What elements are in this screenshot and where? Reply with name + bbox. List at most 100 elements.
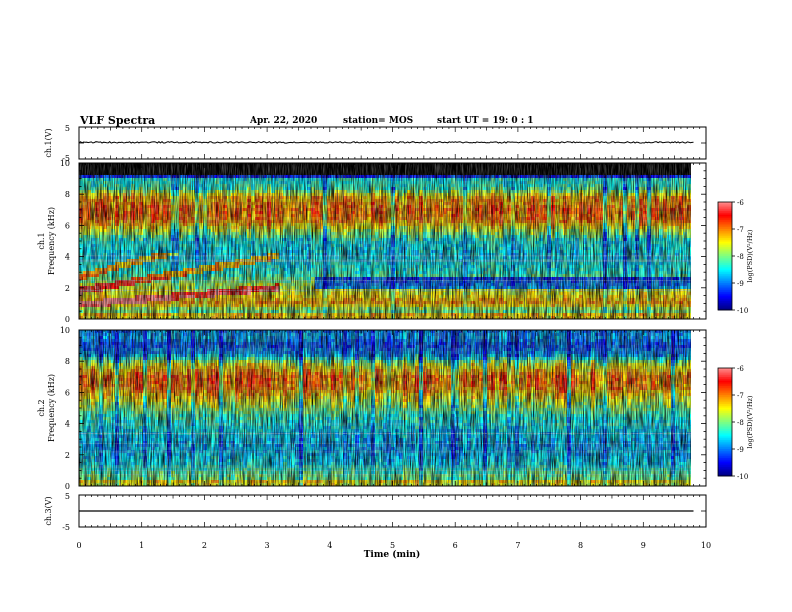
- ch1-colorbar-tick-label: -8: [737, 253, 744, 261]
- ch1-colorbar-swatch: [718, 283, 732, 286]
- ch1-ytick-bottom: -5: [62, 154, 70, 163]
- ch3-waveform-panel: 5 -5 ch.3(V) 0 1 2 3 4 5 6 7 8 9 10 Time (min): [44, 492, 711, 560]
- ch2-colorbar-swatch: [718, 474, 732, 477]
- time-tick-label: 0: [76, 541, 81, 550]
- ch2-colorbar-swatch: [718, 377, 732, 380]
- ch1-colorbar-swatch: [718, 290, 732, 293]
- ch1-colorbar-swatch: [718, 286, 732, 289]
- ch1-colorbar-swatch: [718, 202, 732, 205]
- ch1-colorbar-swatch: [718, 254, 732, 257]
- ch2-colorbar-swatch: [718, 463, 732, 466]
- ch2-colorbar-swatch: [718, 443, 732, 446]
- ch2-colorbar-swatch: [718, 396, 732, 399]
- ch1-colorbar-tick-label: -9: [737, 280, 744, 288]
- station-label: station= MOS: [343, 116, 413, 126]
- ch1-colorbar-swatch: [718, 241, 732, 244]
- ch2-colorbar-swatch: [718, 382, 732, 385]
- ch1-spec-ytick-label: 4: [65, 253, 70, 262]
- time-tick-label: 10: [701, 541, 711, 550]
- ch1-colorbar-swatch: [718, 295, 732, 298]
- ch2-colorbar-swatch: [718, 416, 732, 419]
- ch2-colorbar-swatch: [718, 368, 732, 371]
- ch2-spec-ytick-label: 4: [65, 420, 70, 429]
- ch2-colorbar-swatch: [718, 407, 732, 410]
- ch2-colorbar-swatch: [718, 371, 732, 374]
- ch2-colorbar-swatch: [718, 438, 732, 441]
- ch2-colorbar-swatch: [718, 380, 732, 383]
- ch2-colorbar-swatch: [718, 405, 732, 408]
- time-axis-label: Time (min): [364, 549, 421, 560]
- ch1-spec-ytick-label: 10: [60, 159, 70, 168]
- ch2-colorbar-swatch: [718, 465, 732, 468]
- ch2-colorbar-swatch: [718, 470, 732, 473]
- ch2-spec-ytick-label: 8: [65, 357, 70, 366]
- ch2-colorbar-swatch: [718, 400, 732, 403]
- ch1-spec-ytick-label: 0: [65, 315, 70, 324]
- ch2-colorbar-swatch: [718, 391, 732, 394]
- ch1-colorbar-swatch: [718, 265, 732, 268]
- ch1-colorbar-swatch: [718, 274, 732, 277]
- ch2-colorbar-swatch: [718, 418, 732, 421]
- ch1-colorbar-swatch: [718, 252, 732, 255]
- ch2-colorbar-swatch: [718, 458, 732, 461]
- ch2-spec-ytick-label: 0: [65, 482, 70, 491]
- ch1-colorbar: -6 -7 -8 -9 -10 log(PSD)(V²/Hz): [717, 199, 754, 315]
- ch2-colorbar-swatch: [718, 427, 732, 430]
- ch2-colorbar-swatch: [718, 447, 732, 450]
- ch1-colorbar-swatch: [718, 293, 732, 296]
- ch2-colorbar-tick-label: -6: [737, 365, 744, 373]
- ch2-colorbar-swatch: [718, 387, 732, 390]
- ch2-colorbar-label: log(PSD)(V²/Hz): [746, 395, 754, 448]
- ch2-colorbar-tick-label: -9: [737, 446, 744, 454]
- ch2-colorbar-swatch: [718, 409, 732, 412]
- ch1-colorbar-swatch: [718, 263, 732, 266]
- ch2-colorbar-swatch: [718, 375, 732, 378]
- ch1-colorbar-swatch: [718, 302, 732, 305]
- ch1-colorbar-tick-label: -6: [737, 199, 744, 207]
- ch1-colorbar-swatch: [718, 275, 732, 278]
- ch2-colorbar-tick-label: -7: [737, 392, 744, 400]
- ch1-colorbar-swatch: [718, 250, 732, 253]
- ch1-wave-trace: [78, 141, 694, 144]
- ch1-colorbar-swatch: [718, 248, 732, 251]
- ch2-colorbar-swatch: [718, 459, 732, 462]
- ch3-ylabel: ch.3(V): [44, 496, 53, 525]
- time-tick-label: 5: [390, 541, 395, 550]
- ch1-colorbar-swatch: [718, 205, 732, 208]
- ch2-colorbar-swatch: [718, 384, 732, 387]
- ch2-spec-ytick-label: 6: [65, 388, 70, 397]
- ch2-spec-ytick-label: 2: [65, 451, 70, 460]
- time-tick-label: 7: [515, 541, 520, 550]
- ch1-colorbar-swatch: [718, 301, 732, 304]
- ch1-colorbar-swatch: [718, 245, 732, 248]
- ch2-colorbar-swatch: [718, 389, 732, 392]
- time-axis-ticks: 0 1 2 3 4 5 6 7 8 9 10: [76, 541, 711, 550]
- ch1-colorbar-swatch: [718, 266, 732, 269]
- ch1-colorbar-swatch: [718, 306, 732, 309]
- ch2-colorbar-swatch: [718, 411, 732, 414]
- ch1-colorbar-swatch: [718, 256, 732, 259]
- ch1-colorbar-swatch: [718, 212, 732, 215]
- ch2-colorbar-swatch: [718, 467, 732, 470]
- start-time-label: start UT = 19: 0 : 1: [437, 116, 534, 126]
- ch1-colorbar-swatch: [718, 238, 732, 241]
- ch2-colorbar-swatch: [718, 378, 732, 381]
- ch1-colorbar-swatch: [718, 284, 732, 287]
- ch1-colorbar-swatch: [718, 225, 732, 228]
- ch1-colorbar-swatch: [718, 214, 732, 217]
- ch2-colorbar-tick-label: -8: [737, 419, 744, 427]
- ch1-colorbar-swatch: [718, 239, 732, 242]
- ch1-ylabel: ch.1(V): [44, 128, 53, 157]
- ch1-colorbar-swatch: [718, 232, 732, 235]
- ch1-spec-ytick-label: 2: [65, 284, 70, 293]
- ch1-colorbar-swatch: [718, 261, 732, 264]
- ch1-waveform-panel: 5 -5 ch.1(V): [44, 124, 707, 163]
- ch1-colorbar-swatch: [718, 218, 732, 221]
- ch1-spec-ytick-label: 8: [65, 190, 70, 199]
- ch1-colorbar-swatch: [718, 211, 732, 214]
- ch1-spec-ylabel: Frequency (kHz): [47, 207, 56, 275]
- ch1-spec-channel-label: ch.1: [37, 232, 46, 249]
- ch2-colorbar-swatch: [718, 373, 732, 376]
- ch2-colorbar-swatch: [718, 468, 732, 471]
- figure-title: VLF Spectra: [79, 114, 155, 127]
